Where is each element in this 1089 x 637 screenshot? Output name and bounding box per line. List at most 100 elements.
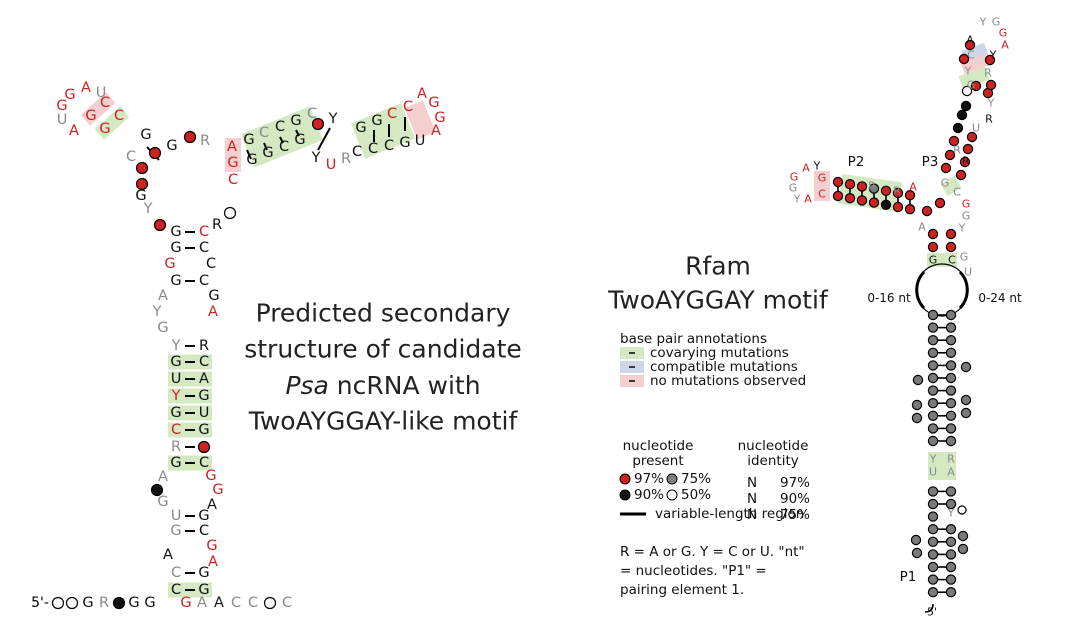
nucleotide: G	[170, 523, 181, 539]
legend-circle	[666, 473, 678, 485]
nucleotide: C	[307, 106, 317, 122]
identity-symbol: N	[747, 475, 757, 491]
nucleotide: G	[198, 508, 209, 524]
nucleotide-circle	[945, 435, 957, 447]
nucleotide-circle	[844, 178, 856, 190]
caption-italic: Psa	[285, 371, 328, 400]
nucleotide-circle	[964, 39, 976, 51]
nucleotide-circle	[65, 596, 79, 610]
nucleotide: G	[428, 95, 439, 111]
nucleotide: A	[81, 80, 91, 96]
pair-box	[94, 106, 130, 140]
nucleotide: A	[1001, 39, 1009, 52]
nucleotide: Y	[979, 16, 987, 29]
nucleotide-circle	[892, 201, 904, 213]
nucleotide-circle	[961, 85, 973, 97]
nucleotide-circle	[984, 54, 996, 66]
nucleotide: R	[199, 338, 209, 354]
nucleotide-circle	[957, 530, 969, 542]
nucleotide-circle	[148, 146, 162, 160]
nucleotide-circle	[945, 423, 957, 434]
nucleotide-circle	[197, 440, 211, 454]
nucleotide-circle	[945, 561, 957, 573]
nucleotide: C	[231, 595, 241, 611]
title-line: Rfam	[685, 252, 751, 281]
variable-region	[915, 270, 926, 310]
nucleotide-circle	[892, 187, 904, 199]
nucleotide: C	[171, 422, 181, 438]
nucleotide: G	[157, 320, 168, 336]
nucleotide: A	[966, 34, 974, 47]
legend-heading: nucleotide	[738, 438, 809, 454]
legend-heading: identity	[747, 453, 799, 469]
pair-dash	[317, 127, 331, 151]
title-line: TwoAYGGAY motif	[607, 286, 829, 315]
nucleotide: A	[199, 371, 209, 387]
nucleotide: C	[259, 125, 269, 141]
legend-heading: nucleotide	[623, 438, 694, 454]
caption-line: Predicted secondary	[256, 299, 511, 328]
nucleotide: G	[170, 240, 181, 256]
nucleotide-circle	[945, 486, 957, 497]
nucleotide: G	[967, 79, 976, 92]
nucleotide: G	[243, 132, 254, 148]
nucleotide: C	[384, 138, 394, 154]
nucleotide: G	[246, 152, 257, 168]
identity-legend: N 97% N 90% N 75%	[747, 475, 810, 523]
nucleotide-circle	[945, 498, 957, 510]
nucleotide-circle	[912, 374, 924, 386]
nucleotide: R	[947, 453, 955, 466]
nucleotide-circle	[927, 536, 939, 548]
nucleotide-circle	[985, 79, 997, 91]
helix-label: P3	[922, 154, 939, 170]
nucleotide: G	[180, 595, 191, 611]
nucleotide-circle	[945, 574, 957, 585]
nucleotide-circle	[880, 199, 892, 210]
nucleotide-circle	[927, 561, 939, 573]
nucleotide: G	[170, 224, 181, 240]
nucleotide: Y	[311, 150, 321, 166]
nucleotide: G	[170, 405, 181, 421]
nucleotide: G	[999, 27, 1008, 40]
nucleotide-circle	[945, 372, 957, 384]
pair-box	[928, 452, 956, 480]
nucleotide: G	[262, 145, 273, 161]
nucleotide: G	[99, 121, 110, 137]
nucleotide: C	[948, 254, 956, 267]
nucleotide: R	[953, 144, 961, 157]
nucleotide: C	[275, 119, 285, 135]
nucleotide-circle	[927, 372, 939, 384]
legend-circle	[666, 489, 678, 501]
legend-label: covarying mutations	[650, 345, 789, 361]
nucleotide: G	[290, 113, 301, 129]
pair-box	[958, 66, 990, 90]
nucleotide: A	[918, 221, 926, 234]
legend-label: 50%	[681, 487, 711, 503]
nucleotide: R	[893, 185, 901, 198]
nucleotide-circle	[940, 162, 952, 174]
legend-label: variable-length region	[655, 506, 804, 522]
pair-box	[240, 106, 324, 168]
nucleotide: C	[206, 256, 216, 272]
nucleotide-circle	[945, 536, 957, 548]
nucleotide-circle	[945, 410, 957, 421]
nucleotide-circle	[911, 547, 923, 559]
nucleotide: R	[868, 180, 876, 193]
nucleotide-circle	[135, 161, 149, 175]
nucleotide: G	[962, 210, 971, 223]
nucleotide: G	[82, 595, 93, 611]
nucleotide-circle	[970, 80, 982, 92]
nucleotide-circle	[832, 190, 844, 202]
nucleotide: U	[96, 85, 107, 101]
nucleotide: C	[282, 595, 292, 611]
nucleotide-circle	[927, 524, 939, 535]
nucleotide: G	[205, 468, 216, 484]
nucleotide: G	[929, 254, 938, 267]
nucleotide: Y	[929, 453, 937, 466]
nucleotide: C	[279, 139, 289, 155]
nucleotide: A	[158, 288, 168, 304]
pair-box	[960, 53, 990, 75]
nucleotide-circle	[934, 197, 946, 209]
